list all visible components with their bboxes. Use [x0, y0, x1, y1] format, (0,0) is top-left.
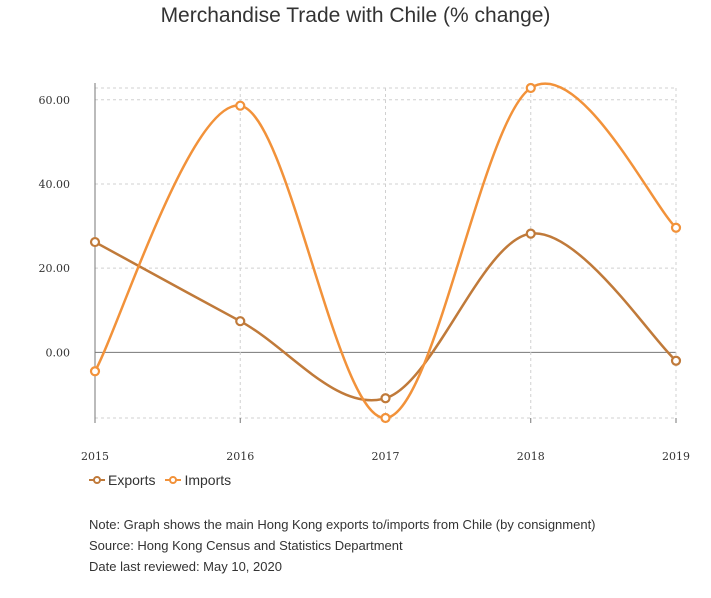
exports-point-2018[interactable]: [525, 228, 536, 239]
source-text: Source: Hong Kong Census and Statistics …: [89, 538, 403, 553]
grid: [95, 87, 677, 419]
exports-legend-icon: [89, 476, 105, 484]
x-tick-label: 2017: [372, 450, 400, 463]
legend-label-exports: Exports: [108, 472, 156, 488]
imports-point-2019[interactable]: [670, 222, 682, 233]
chart-notes: Note: Graph shows the main Hong Kong exp…: [89, 514, 596, 577]
y-tick-label: 0.00: [46, 346, 71, 359]
imports-point-2015[interactable]: [89, 366, 101, 377]
exports-point-2017[interactable]: [380, 393, 391, 404]
exports-point-2015[interactable]: [89, 236, 101, 248]
exports-line: [94, 232, 677, 402]
y-tick-label: 20.00: [39, 262, 71, 275]
y-tick-label: 40.00: [39, 178, 71, 191]
imports-legend-icon: [165, 476, 182, 484]
exports-point-2019[interactable]: [670, 355, 682, 366]
legend-label-imports: Imports: [184, 472, 232, 488]
imports-point-2017[interactable]: [380, 412, 391, 424]
reviewed-date-text: Date last reviewed: May 10, 2020: [89, 559, 282, 574]
imports-point-2018[interactable]: [525, 82, 536, 94]
legend-item-exports[interactable]: Exports: [89, 472, 155, 488]
exports-point-2016[interactable]: [235, 316, 246, 327]
x-tick-label: 2019: [662, 450, 690, 463]
series: [89, 82, 682, 424]
line-chart: 0.00 20.00 40.00 60.00 2015 2016 2017 2018 2019: [39, 82, 691, 463]
x-tick-label: 2015: [81, 450, 109, 463]
x-tick-label: 2018: [517, 450, 545, 463]
x-tick-label: 2016: [226, 450, 254, 463]
legend: Exports Imports: [89, 472, 241, 488]
y-tick-label: 60.00: [39, 94, 71, 107]
legend-item-imports[interactable]: Imports: [165, 472, 231, 488]
note-text: Note: Graph shows the main Hong Kong exp…: [89, 517, 596, 532]
imports-point-2016[interactable]: [235, 100, 246, 111]
chart-title: Merchandise Trade with Chile (% change): [160, 4, 551, 27]
tick-labels: 0.00 20.00 40.00 60.00 2015 2016 2017 2018 2019: [39, 94, 691, 463]
